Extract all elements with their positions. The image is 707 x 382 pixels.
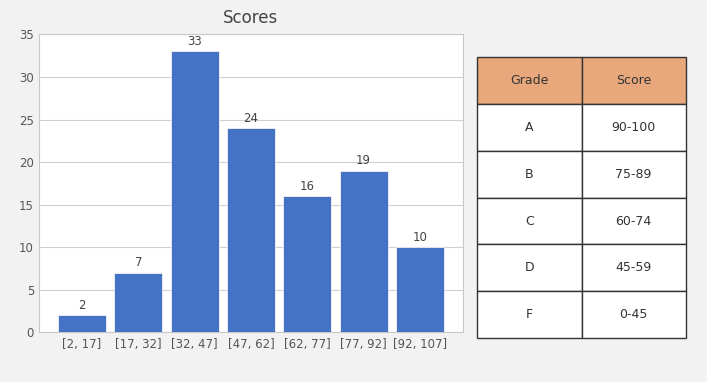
Text: B: B [525, 168, 534, 181]
Text: Grade: Grade [510, 74, 549, 87]
FancyBboxPatch shape [581, 151, 686, 198]
FancyBboxPatch shape [581, 198, 686, 244]
Text: C: C [525, 215, 534, 228]
Text: 19: 19 [356, 154, 371, 167]
FancyBboxPatch shape [477, 198, 581, 244]
Text: 7: 7 [134, 256, 142, 269]
Text: 24: 24 [243, 112, 259, 125]
Text: Score: Score [616, 74, 651, 87]
Bar [227, 128, 275, 332]
Text: F: F [526, 308, 533, 321]
Text: 16: 16 [300, 180, 315, 193]
Text: 2: 2 [78, 299, 86, 312]
Bar [58, 315, 106, 332]
Text: 90-100: 90-100 [612, 121, 656, 134]
FancyBboxPatch shape [581, 104, 686, 151]
FancyBboxPatch shape [477, 151, 581, 198]
FancyBboxPatch shape [581, 291, 686, 338]
FancyBboxPatch shape [477, 244, 581, 291]
Text: 10: 10 [412, 231, 427, 244]
FancyBboxPatch shape [477, 291, 581, 338]
FancyBboxPatch shape [477, 57, 581, 104]
Bar [171, 52, 218, 332]
Bar [339, 171, 387, 332]
FancyBboxPatch shape [477, 104, 581, 151]
Bar [115, 273, 163, 332]
Title: Scores: Scores [223, 9, 279, 27]
Text: 33: 33 [187, 35, 202, 48]
Text: 0-45: 0-45 [619, 308, 648, 321]
Text: 60-74: 60-74 [616, 215, 652, 228]
FancyBboxPatch shape [581, 57, 686, 104]
Text: 75-89: 75-89 [616, 168, 652, 181]
Bar [284, 196, 331, 332]
FancyBboxPatch shape [581, 244, 686, 291]
Text: A: A [525, 121, 534, 134]
Bar [396, 247, 444, 332]
Text: D: D [525, 261, 534, 274]
Text: 45-59: 45-59 [616, 261, 652, 274]
